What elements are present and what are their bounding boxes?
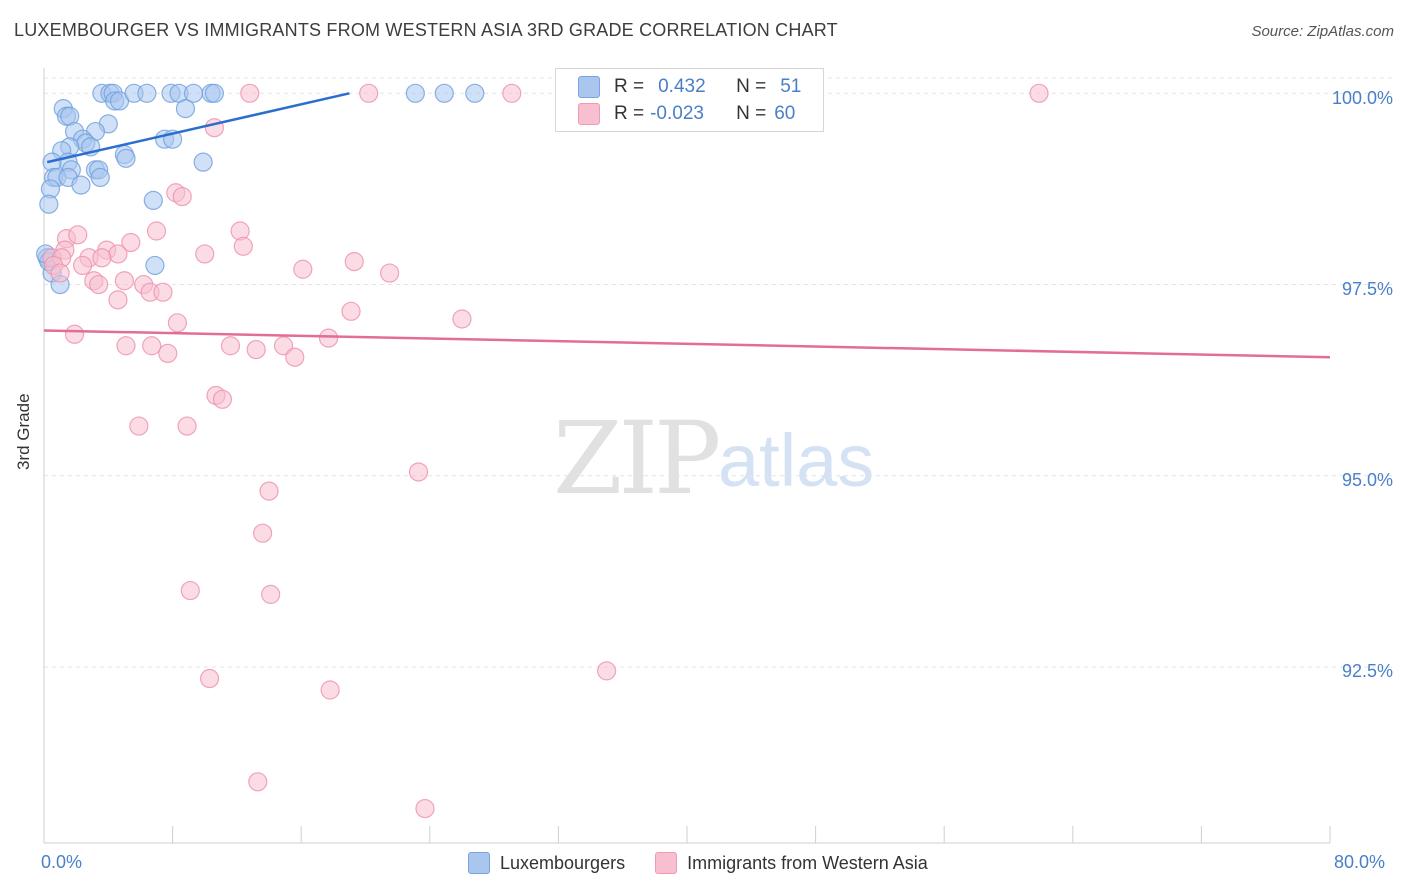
- point-immigrants: [233, 236, 253, 256]
- point-immigrants: [380, 263, 400, 283]
- point-luxembourgers: [116, 148, 136, 168]
- point-luxembourgers: [434, 83, 454, 103]
- point-immigrants: [50, 263, 70, 283]
- r-value: 0.432: [658, 76, 706, 97]
- y-axis-label: 3rd Grade: [14, 393, 33, 470]
- point-luxembourgers: [193, 152, 213, 172]
- point-immigrants: [415, 798, 435, 819]
- n-label: N =: [736, 103, 767, 124]
- point-immigrants: [320, 680, 340, 700]
- watermark-atlas: atlas: [718, 419, 875, 502]
- legend-swatch-pink: [578, 103, 600, 125]
- point-immigrants: [72, 255, 93, 276]
- point-immigrants: [64, 324, 85, 344]
- point-immigrants: [240, 83, 260, 103]
- point-luxembourgers: [145, 255, 165, 276]
- point-immigrants: [68, 225, 88, 245]
- point-luxembourgers: [175, 98, 196, 119]
- point-immigrants: [1029, 83, 1049, 103]
- legend-swatch-pink: [655, 852, 678, 874]
- legend-item-immigrants[interactable]: Immigrants from Western Asia: [655, 852, 928, 874]
- point-immigrants: [199, 668, 220, 689]
- point-immigrants: [180, 580, 200, 601]
- point-immigrants: [167, 313, 188, 333]
- trend-lines: [43, 92, 1331, 359]
- point-immigrants: [246, 339, 266, 360]
- y-tick-label-97-5: 97.5%: [1341, 279, 1393, 299]
- series-legend: Luxembourgers Immigrants from Western As…: [468, 852, 958, 874]
- point-immigrants: [408, 462, 429, 482]
- n-label: N =: [736, 76, 767, 97]
- point-immigrants: [248, 772, 268, 792]
- r-label: R =: [614, 76, 645, 97]
- point-luxembourgers: [204, 83, 224, 103]
- point-immigrants: [273, 336, 294, 356]
- trend-line-immigrants: [43, 329, 1331, 359]
- point-luxembourgers: [90, 167, 110, 188]
- legend-swatch-blue: [468, 852, 490, 874]
- point-immigrants: [146, 221, 167, 241]
- y-tick-label-92-5: 92.5%: [1341, 661, 1393, 681]
- point-immigrants: [108, 244, 128, 264]
- point-immigrants: [114, 271, 134, 291]
- point-immigrants: [452, 309, 472, 329]
- stats-legend: R = 0.432 N = 51 R = -0.023 N = 60: [555, 68, 824, 132]
- legend-label: Luxembourgers: [500, 852, 626, 873]
- point-immigrants: [153, 282, 173, 302]
- point-immigrants: [172, 186, 192, 207]
- r-label: R =: [614, 103, 645, 124]
- point-immigrants: [359, 83, 379, 103]
- x-tick-label-min: 0.0%: [41, 852, 83, 872]
- axes: [43, 68, 1331, 844]
- point-luxembourgers: [405, 83, 425, 103]
- chart-title: LUXEMBOURGER VS IMMIGRANTS FROM WESTERN …: [14, 20, 838, 40]
- point-luxembourgers: [39, 194, 59, 214]
- legend-row-luxembourgers: R = 0.432 N = 51: [578, 75, 801, 99]
- point-luxembourgers: [137, 83, 157, 103]
- point-immigrants: [89, 274, 109, 295]
- r-value: -0.023: [650, 103, 704, 124]
- point-immigrants: [142, 336, 162, 356]
- point-immigrants: [253, 523, 273, 543]
- point-immigrants: [116, 336, 136, 356]
- point-immigrants: [341, 301, 361, 321]
- legend-label: Immigrants from Western Asia: [687, 852, 928, 873]
- point-immigrants: [293, 259, 313, 279]
- point-immigrants: [92, 248, 112, 268]
- watermark-zip: ZIP: [553, 400, 721, 517]
- point-immigrants: [220, 336, 241, 356]
- n-value: 51: [780, 76, 802, 97]
- legend-item-luxembourgers[interactable]: Luxembourgers: [468, 852, 625, 874]
- y-tick-label-100: 100.0%: [1331, 88, 1393, 108]
- point-immigrants: [129, 416, 149, 436]
- point-immigrants: [195, 244, 215, 264]
- point-immigrants: [212, 389, 233, 409]
- point-immigrants: [261, 584, 281, 604]
- grid-lines: [44, 77, 1392, 668]
- point-luxembourgers: [143, 190, 163, 210]
- legend-row-immigrants: R = -0.023 N = 60: [578, 102, 795, 126]
- point-immigrants: [597, 661, 617, 681]
- source-label: Source: ZipAtlas.com: [1251, 23, 1394, 40]
- y-tick-label-95: 95.0%: [1341, 470, 1393, 490]
- n-value: 60: [774, 103, 796, 124]
- point-luxembourgers: [71, 175, 91, 195]
- point-immigrants: [158, 343, 178, 363]
- point-immigrants: [344, 252, 364, 272]
- point-immigrants: [502, 83, 522, 103]
- x-tick-label-max: 80.0%: [1334, 852, 1386, 872]
- trend-line-luxembourgers: [46, 92, 350, 164]
- point-immigrants: [259, 481, 279, 501]
- legend-swatch-blue: [578, 76, 600, 98]
- point-luxembourgers: [465, 83, 485, 103]
- point-immigrants: [285, 347, 305, 367]
- point-immigrants: [121, 232, 141, 253]
- point-immigrants: [177, 416, 197, 436]
- data-points: [36, 83, 1049, 819]
- point-immigrants: [108, 290, 128, 310]
- point-immigrants: [318, 328, 339, 348]
